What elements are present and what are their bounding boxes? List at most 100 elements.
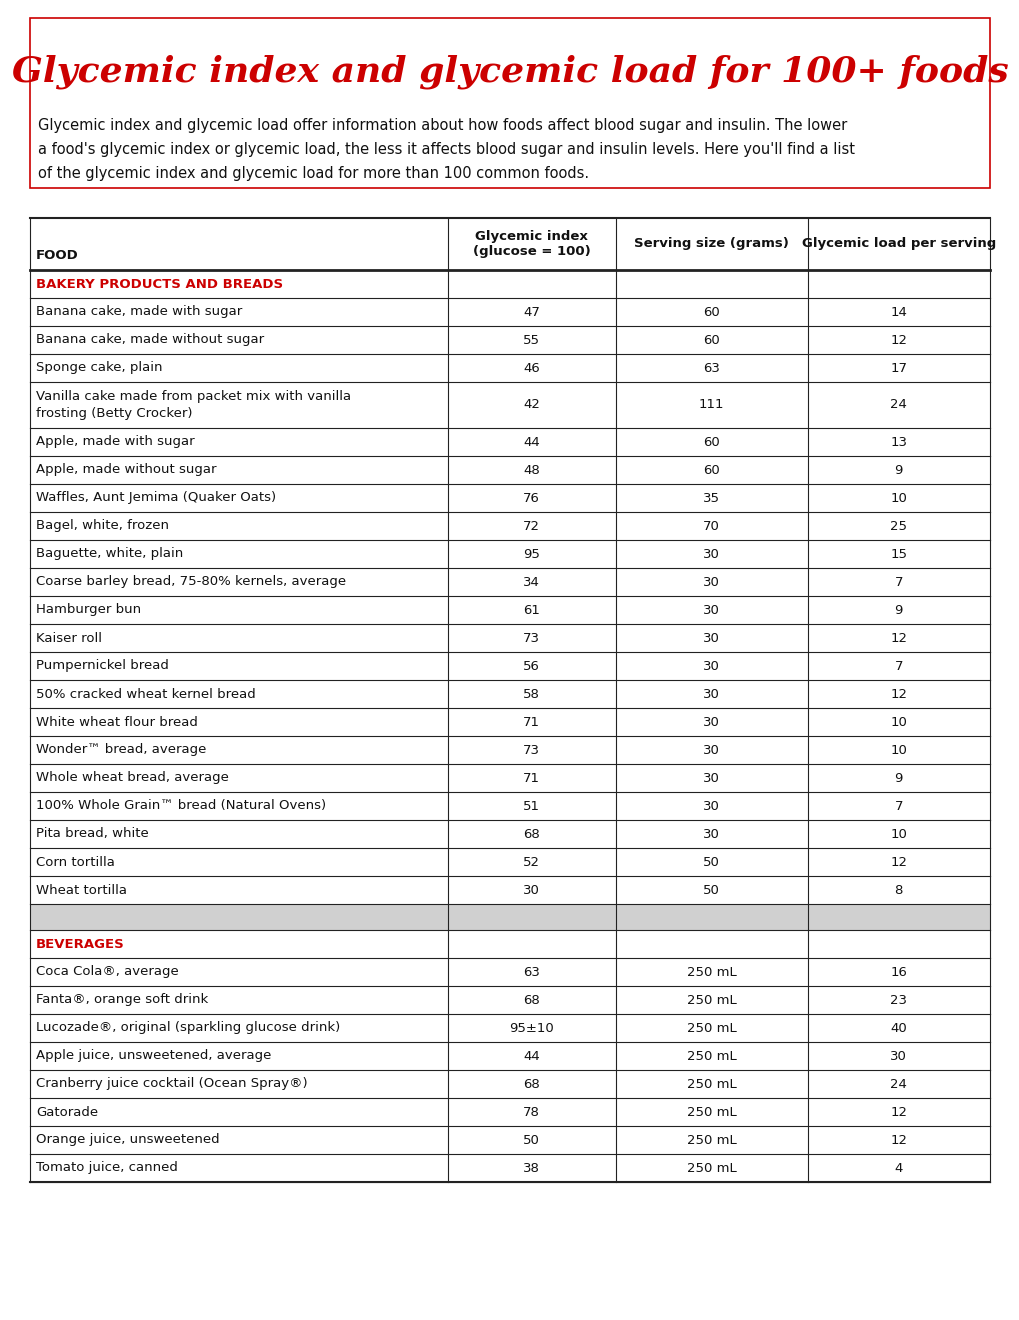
Text: 72: 72 bbox=[523, 520, 540, 532]
Text: FOOD: FOOD bbox=[36, 249, 78, 261]
Bar bbox=[30, 298, 989, 326]
Text: White wheat flour bread: White wheat flour bread bbox=[36, 715, 198, 729]
Text: 78: 78 bbox=[523, 1106, 539, 1118]
Text: 250 mL: 250 mL bbox=[686, 994, 736, 1006]
Text: 250 mL: 250 mL bbox=[686, 1049, 736, 1063]
Bar bbox=[30, 568, 989, 597]
Text: Glycemic load per serving: Glycemic load per serving bbox=[801, 238, 995, 251]
Text: 12: 12 bbox=[890, 1106, 907, 1118]
Text: 10: 10 bbox=[890, 491, 906, 504]
Text: 71: 71 bbox=[523, 715, 540, 729]
Text: 38: 38 bbox=[523, 1162, 539, 1175]
Text: 30: 30 bbox=[702, 800, 719, 813]
Text: 55: 55 bbox=[523, 334, 540, 346]
Text: Serving size (grams): Serving size (grams) bbox=[634, 238, 789, 251]
Text: Sponge cake, plain: Sponge cake, plain bbox=[36, 362, 162, 375]
Text: 10: 10 bbox=[890, 743, 906, 756]
Text: Lucozade®, original (sparkling glucose drink): Lucozade®, original (sparkling glucose d… bbox=[36, 1022, 340, 1035]
Text: 35: 35 bbox=[702, 491, 719, 504]
Text: 12: 12 bbox=[890, 855, 907, 869]
Text: 50: 50 bbox=[702, 883, 719, 896]
Text: 50% cracked wheat kernel bread: 50% cracked wheat kernel bread bbox=[36, 688, 256, 701]
Text: Apple juice, unsweetened, average: Apple juice, unsweetened, average bbox=[36, 1049, 271, 1063]
Bar bbox=[30, 540, 989, 568]
Text: 14: 14 bbox=[890, 305, 906, 318]
Text: Glycemic index and glycemic load for 100+ foods: Glycemic index and glycemic load for 100… bbox=[11, 54, 1008, 90]
Text: 15: 15 bbox=[890, 548, 907, 561]
Text: 24: 24 bbox=[890, 1077, 906, 1090]
Bar bbox=[30, 1071, 989, 1098]
Bar bbox=[30, 904, 989, 931]
Text: 250 mL: 250 mL bbox=[686, 1162, 736, 1175]
Text: 7: 7 bbox=[894, 660, 902, 672]
Text: Apple, made without sugar: Apple, made without sugar bbox=[36, 463, 216, 477]
Bar bbox=[30, 1154, 989, 1181]
Text: 30: 30 bbox=[523, 883, 539, 896]
Text: 61: 61 bbox=[523, 603, 539, 616]
Text: 40: 40 bbox=[890, 1022, 906, 1035]
Text: 111: 111 bbox=[698, 399, 723, 412]
Text: 68: 68 bbox=[523, 828, 539, 841]
Text: 16: 16 bbox=[890, 965, 906, 978]
Text: 60: 60 bbox=[702, 436, 719, 449]
Text: 7: 7 bbox=[894, 576, 902, 589]
Text: 48: 48 bbox=[523, 463, 539, 477]
Bar bbox=[30, 512, 989, 540]
Text: 44: 44 bbox=[523, 1049, 539, 1063]
Bar bbox=[30, 737, 989, 764]
Text: 9: 9 bbox=[894, 771, 902, 784]
Text: Orange juice, unsweetened: Orange juice, unsweetened bbox=[36, 1134, 219, 1147]
Text: 250 mL: 250 mL bbox=[686, 965, 736, 978]
Bar bbox=[30, 597, 989, 624]
Text: 12: 12 bbox=[890, 1134, 907, 1147]
Bar bbox=[30, 764, 989, 792]
Text: 63: 63 bbox=[702, 362, 719, 375]
Text: 12: 12 bbox=[890, 688, 907, 701]
Text: 42: 42 bbox=[523, 399, 539, 412]
Text: 30: 30 bbox=[702, 548, 719, 561]
Text: 76: 76 bbox=[523, 491, 539, 504]
Text: a food's glycemic index or glycemic load, the less it affects blood sugar and in: a food's glycemic index or glycemic load… bbox=[38, 143, 854, 157]
Text: 25: 25 bbox=[890, 520, 907, 532]
Text: Gatorade: Gatorade bbox=[36, 1106, 98, 1118]
Text: 23: 23 bbox=[890, 994, 907, 1006]
Text: Apple, made with sugar: Apple, made with sugar bbox=[36, 436, 195, 449]
Text: 30: 30 bbox=[702, 576, 719, 589]
Bar bbox=[30, 354, 989, 381]
Text: 30: 30 bbox=[702, 688, 719, 701]
Bar bbox=[30, 820, 989, 847]
Bar bbox=[30, 1126, 989, 1154]
Text: Kaiser roll: Kaiser roll bbox=[36, 631, 102, 644]
Text: 63: 63 bbox=[523, 965, 539, 978]
Text: Bagel, white, frozen: Bagel, white, frozen bbox=[36, 520, 169, 532]
Text: Glycemic index
(glucose = 100): Glycemic index (glucose = 100) bbox=[472, 230, 590, 257]
Text: 56: 56 bbox=[523, 660, 539, 672]
Bar bbox=[30, 847, 989, 876]
Text: 30: 30 bbox=[702, 715, 719, 729]
Bar bbox=[30, 958, 989, 986]
Bar bbox=[30, 271, 989, 298]
Text: Vanilla cake made from packet mix with vanilla
frosting (Betty Crocker): Vanilla cake made from packet mix with v… bbox=[36, 389, 351, 420]
Text: BAKERY PRODUCTS AND BREADS: BAKERY PRODUCTS AND BREADS bbox=[36, 277, 283, 290]
Bar bbox=[30, 876, 989, 904]
Bar bbox=[30, 792, 989, 820]
Text: 46: 46 bbox=[523, 362, 539, 375]
Text: 30: 30 bbox=[890, 1049, 906, 1063]
Text: 12: 12 bbox=[890, 334, 907, 346]
Text: Coarse barley bread, 75-80% kernels, average: Coarse barley bread, 75-80% kernels, ave… bbox=[36, 576, 345, 589]
Text: 58: 58 bbox=[523, 688, 539, 701]
Text: 9: 9 bbox=[894, 463, 902, 477]
Text: Tomato juice, canned: Tomato juice, canned bbox=[36, 1162, 177, 1175]
Text: Cranberry juice cocktail (Ocean Spray®): Cranberry juice cocktail (Ocean Spray®) bbox=[36, 1077, 308, 1090]
Text: 10: 10 bbox=[890, 828, 906, 841]
Text: 250 mL: 250 mL bbox=[686, 1134, 736, 1147]
Text: 30: 30 bbox=[702, 603, 719, 616]
Text: 4: 4 bbox=[894, 1162, 902, 1175]
Bar bbox=[30, 326, 989, 354]
Text: 70: 70 bbox=[702, 520, 719, 532]
Text: 7: 7 bbox=[894, 800, 902, 813]
Text: 73: 73 bbox=[523, 743, 540, 756]
Bar bbox=[30, 455, 989, 484]
Bar bbox=[30, 1014, 989, 1041]
Bar bbox=[30, 708, 989, 737]
